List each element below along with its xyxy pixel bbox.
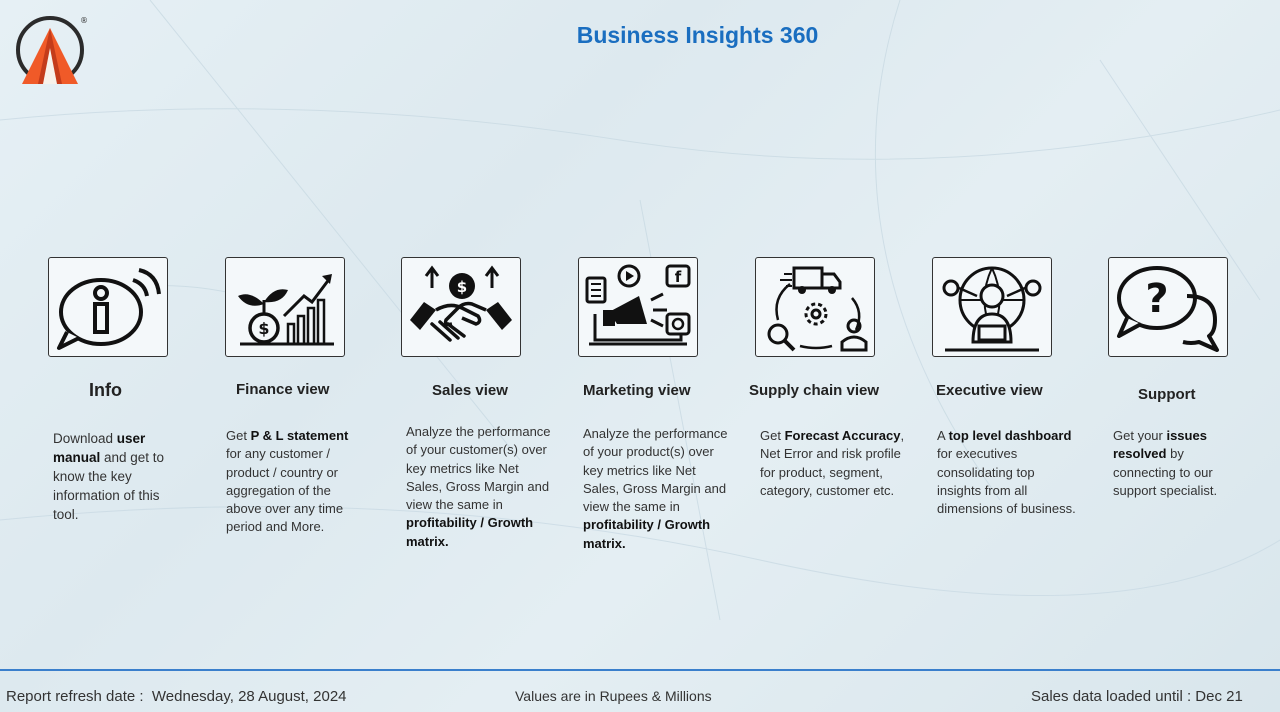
page-title: Business Insights 360 [576, 22, 819, 48]
handshake-icon: $ [410, 265, 512, 342]
desc-text: , Net Error and risk profile for product… [760, 428, 905, 498]
card-sales-desc: Analyze the performance of your customer… [406, 423, 551, 551]
desc-text: Get [760, 428, 785, 443]
card-info[interactable]: Info Download user manual and get to kno… [48, 257, 218, 522]
info-icon [57, 268, 161, 350]
desc-emphasis: user manual [53, 431, 146, 465]
card-executive[interactable]: Executive view A top level dashboard for… [932, 257, 1102, 516]
svg-text:f: f [675, 268, 682, 286]
desc-text: Analyze the performance of your customer… [406, 424, 551, 513]
desc-text: for any customer / product / country or … [226, 446, 344, 535]
card-executive-desc: A top level dashboard for executives con… [937, 427, 1077, 518]
card-supply-chain-tile[interactable] [755, 257, 875, 357]
card-finance[interactable]: $ Finance view Get P & L statement for a… [225, 257, 395, 534]
svg-text:?: ? [1145, 276, 1168, 322]
card-marketing-desc: Analyze the performance of your product(… [583, 425, 728, 553]
finance-growth-icon: $ [238, 274, 334, 346]
card-support-desc: Get your issues resolved by connecting t… [1113, 427, 1231, 500]
desc-text: Get [226, 428, 251, 443]
refresh-date: Wednesday, 28 August, 2024 [151, 688, 347, 705]
desc-emphasis: P & L statement [250, 428, 349, 443]
card-info-desc: Download user manual and get to know the… [53, 429, 173, 524]
card-sales-tile[interactable]: $ [401, 257, 521, 357]
card-marketing[interactable]: f Marketing view Analyze the performance… [578, 257, 748, 551]
report-refresh: Report refresh date : Wednesday, 28 Augu… [6, 688, 347, 705]
card-info-tile[interactable] [48, 257, 168, 357]
desc-text: Analyze the performance of your product(… [583, 426, 728, 515]
desc-text: for executives consolidating top insight… [937, 446, 1076, 517]
card-support-tile[interactable]: ? [1108, 257, 1228, 357]
support-chat-icon: ? [1117, 266, 1219, 352]
company-logo: ® [14, 14, 88, 88]
card-executive-tile[interactable] [932, 257, 1052, 357]
units-note: Values are in Rupees & Millions [515, 688, 712, 704]
supply-chain-icon [767, 266, 868, 352]
desc-text: A [937, 428, 949, 443]
svg-text:$: $ [258, 319, 269, 338]
card-info-title: Info [89, 380, 122, 400]
desc-text: Download [53, 431, 117, 446]
card-support[interactable]: ? Support Get your issues resolved by co… [1108, 257, 1278, 498]
refresh-label: Report refresh date : [6, 688, 144, 705]
executive-icon [942, 266, 1042, 352]
sales-loaded-until: Sales data loaded until : Dec 21 [1031, 688, 1243, 705]
desc-text: and get to know the key information of t… [53, 450, 165, 522]
card-finance-tile[interactable]: $ [225, 257, 345, 357]
card-supply-chain-title: Supply chain view [749, 382, 880, 399]
desc-text: by connecting to our support specialist. [1113, 446, 1218, 498]
desc-emphasis: profitability / Growth matrix. [406, 515, 534, 549]
card-supply-chain-desc: Get Forecast Accuracy, Net Error and ris… [760, 427, 905, 500]
card-sales-title: Sales view [432, 382, 508, 399]
registered-mark: ® [80, 16, 88, 25]
svg-text:$: $ [457, 278, 467, 296]
megaphone-icon: f [585, 264, 691, 346]
card-marketing-tile[interactable]: f [578, 257, 698, 357]
card-finance-desc: Get P & L statement for any customer / p… [226, 427, 358, 537]
card-support-title: Support [1138, 386, 1196, 403]
desc-emphasis: issues resolved [1113, 428, 1207, 462]
card-executive-title: Executive view [936, 382, 1043, 399]
desc-emphasis: top level dashboard [948, 428, 1072, 443]
card-supply-chain[interactable]: Supply chain view Get Forecast Accuracy,… [749, 257, 925, 498]
desc-emphasis: Forecast Accuracy [784, 428, 901, 443]
desc-text: Get your [1113, 428, 1167, 443]
card-finance-title: Finance view [236, 381, 330, 398]
card-marketing-title: Marketing view [583, 382, 691, 399]
desc-emphasis: profitability / Growth matrix. [583, 517, 711, 551]
card-sales[interactable]: $ Sales view Analyze the performance of … [401, 257, 571, 549]
footer-divider [0, 669, 1280, 671]
